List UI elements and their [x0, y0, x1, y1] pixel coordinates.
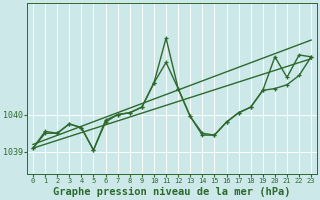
X-axis label: Graphe pression niveau de la mer (hPa): Graphe pression niveau de la mer (hPa)	[53, 187, 291, 197]
